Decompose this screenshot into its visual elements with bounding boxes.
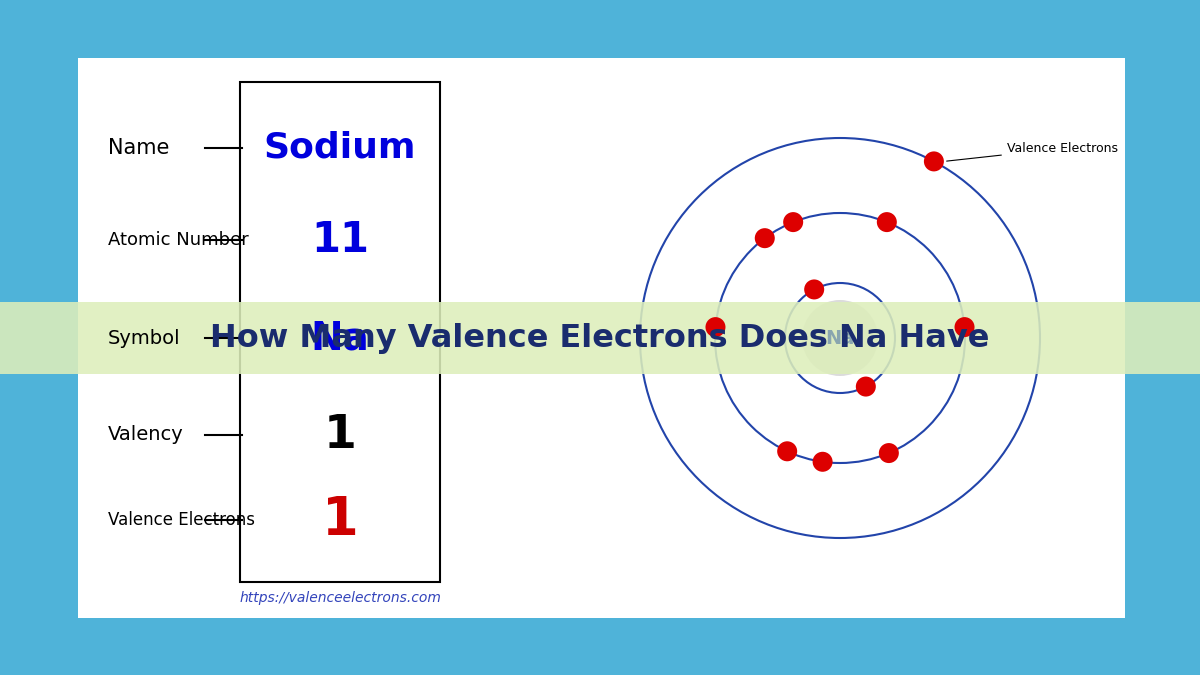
Text: 1: 1 xyxy=(322,494,359,546)
Bar xyxy=(0,302,1200,374)
Circle shape xyxy=(784,212,803,232)
Circle shape xyxy=(954,317,974,337)
Text: Valency: Valency xyxy=(108,425,184,445)
Text: https://valenceelectrons.com: https://valenceelectrons.com xyxy=(239,591,440,605)
Text: Valence Electrons: Valence Electrons xyxy=(108,511,256,529)
Circle shape xyxy=(706,317,726,337)
Circle shape xyxy=(802,300,878,376)
Circle shape xyxy=(924,151,944,171)
Text: Sodium: Sodium xyxy=(264,131,416,165)
Circle shape xyxy=(804,279,824,300)
Bar xyxy=(78,58,1126,618)
Circle shape xyxy=(755,228,775,248)
Circle shape xyxy=(778,441,797,461)
Circle shape xyxy=(877,212,896,232)
Text: How Many Valence Electrons Does Na Have: How Many Valence Electrons Does Na Have xyxy=(210,323,990,354)
Circle shape xyxy=(812,452,833,472)
Circle shape xyxy=(878,443,899,463)
Bar xyxy=(240,82,440,582)
Text: 1: 1 xyxy=(324,412,356,458)
Text: Name: Name xyxy=(108,138,169,158)
Text: Na: Na xyxy=(311,319,370,357)
Text: Atomic Number: Atomic Number xyxy=(108,231,248,249)
Text: Valence Electrons: Valence Electrons xyxy=(947,142,1118,161)
Circle shape xyxy=(856,377,876,396)
Text: Na: Na xyxy=(826,329,854,348)
Text: 11: 11 xyxy=(311,219,370,261)
Text: Symbol: Symbol xyxy=(108,329,181,348)
